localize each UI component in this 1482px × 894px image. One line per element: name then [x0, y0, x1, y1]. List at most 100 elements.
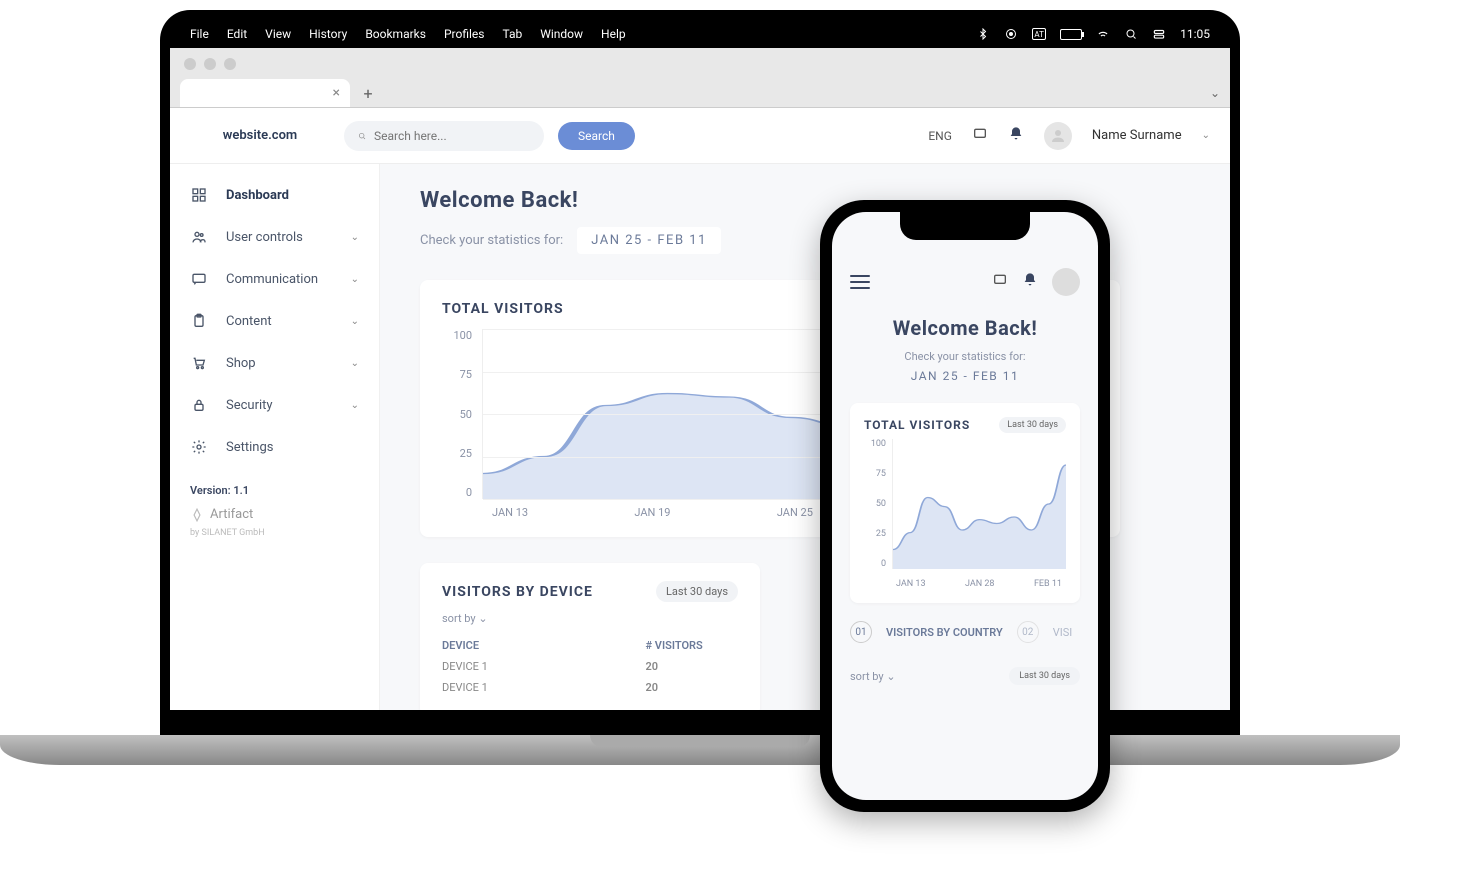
check-label: Check your statistics for:	[420, 233, 563, 248]
chevron-down-icon: ⌄	[478, 612, 487, 625]
tab-number[interactable]: 02	[1017, 621, 1039, 643]
sidebar-item-security[interactable]: Security ⌄	[170, 384, 379, 426]
sidebar-item-communication[interactable]: Communication ⌄	[170, 258, 379, 300]
ytick: 25	[864, 529, 886, 539]
browser-tab[interactable]: ×	[180, 79, 350, 107]
xtick: FEB 11	[1034, 579, 1062, 589]
search-icon	[358, 129, 366, 143]
sort-by[interactable]: sort by ⌄	[442, 612, 738, 625]
avatar[interactable]	[1044, 122, 1072, 150]
avatar[interactable]	[1052, 268, 1080, 296]
phone-notch	[900, 212, 1030, 240]
mac-menu-profiles[interactable]: Profiles	[444, 27, 485, 41]
sidebar-item-label: User controls	[226, 230, 303, 245]
period-pill[interactable]: Last 30 days	[999, 417, 1066, 433]
sidebar-item-user-controls[interactable]: User controls ⌄	[170, 216, 379, 258]
card-title: TOTAL VISITORS	[864, 418, 970, 432]
app-logo[interactable]: website.com	[190, 128, 330, 143]
xtick: JAN 28	[965, 579, 995, 589]
mac-menu-history[interactable]: History	[309, 27, 347, 41]
window-minimize-button[interactable]	[204, 58, 216, 70]
mac-menu-view[interactable]: View	[265, 27, 291, 41]
window-close-button[interactable]	[184, 58, 196, 70]
chevron-down-icon: ⌄	[351, 358, 359, 369]
ytick: 100	[442, 329, 472, 342]
sidebar-item-label: Communication	[226, 272, 318, 287]
table-row: DEVICE 1 20	[442, 656, 738, 677]
period-pill[interactable]: Last 30 days	[656, 581, 738, 602]
sidebar-item-dashboard[interactable]: Dashboard	[170, 174, 379, 216]
chat-icon[interactable]	[992, 272, 1008, 292]
ytick: 75	[864, 469, 886, 479]
sort-by[interactable]: sort by ⌄	[850, 670, 896, 683]
chevron-down-icon: ⌄	[351, 274, 359, 285]
card-title: TOTAL VISITORS	[442, 301, 564, 317]
at-icon[interactable]: AT	[1032, 28, 1046, 40]
chevron-down-icon: ⌄	[351, 316, 359, 327]
chevron-down-icon: ⌄	[351, 232, 359, 243]
date-range[interactable]: JAN 25 - FEB 11	[850, 369, 1080, 383]
chat-icon	[190, 270, 208, 288]
mac-menu-edit[interactable]: Edit	[227, 27, 247, 41]
xtick: JAN 13	[492, 506, 528, 519]
sidebar-item-content[interactable]: Content ⌄	[170, 300, 379, 342]
phone-visitors-card: TOTAL VISITORS Last 30 days 100 75 50 25…	[850, 403, 1080, 603]
chevron-down-icon: ⌄	[886, 670, 895, 683]
close-icon[interactable]: ×	[333, 85, 340, 101]
users-icon	[190, 228, 208, 246]
mac-menu-file[interactable]: File	[190, 27, 209, 41]
mac-menu-window[interactable]: Window	[540, 27, 583, 41]
bell-icon[interactable]	[1008, 126, 1024, 146]
sidebar-item-label: Security	[226, 398, 273, 413]
by-line: by SILANET GmbH	[190, 528, 359, 538]
sidebar-item-label: Shop	[226, 356, 256, 371]
date-range-pill[interactable]: JAN 25 - FEB 11	[577, 227, 721, 254]
control-center-icon[interactable]	[1152, 27, 1166, 41]
cart-icon	[190, 354, 208, 372]
tab-label[interactable]: VISI	[1053, 626, 1073, 639]
mac-menu-bar: File Edit View History Bookmarks Profile…	[170, 20, 1230, 48]
record-icon[interactable]	[1004, 27, 1018, 41]
app-topbar: website.com Search ENG	[170, 108, 1230, 164]
phone-frame: Welcome Back! Check your statistics for:…	[820, 200, 1110, 812]
sidebar-item-shop[interactable]: Shop ⌄	[170, 342, 379, 384]
mac-menu-help[interactable]: Help	[601, 27, 626, 41]
window-maximize-button[interactable]	[224, 58, 236, 70]
search-input[interactable]	[374, 129, 530, 143]
sidebar-item-label: Dashboard	[226, 188, 289, 203]
bluetooth-icon[interactable]	[976, 27, 990, 41]
sidebar-item-settings[interactable]: Settings	[170, 426, 379, 468]
search-field[interactable]	[344, 121, 544, 151]
phone-chart: 100 75 50 25 0 JAN 13 JAN 28 FEB 11	[864, 439, 1066, 589]
table-row: DEVICE 1 20	[442, 677, 738, 698]
tab-number[interactable]: 01	[850, 621, 872, 643]
mac-menu-bookmarks[interactable]: Bookmarks	[365, 27, 426, 41]
chevron-down-icon[interactable]: ⌄	[1202, 130, 1210, 141]
new-tab-button[interactable]: +	[358, 83, 378, 103]
gear-icon	[190, 438, 208, 456]
bell-icon[interactable]	[1022, 272, 1038, 292]
chevron-down-icon: ⌄	[351, 400, 359, 411]
mac-clock: 11:05	[1180, 27, 1210, 41]
period-pill[interactable]: Last 30 days	[1009, 667, 1080, 685]
column-header: DEVICE	[442, 639, 646, 652]
sidebar: Dashboard User controls ⌄ Communicatio	[170, 164, 380, 710]
version-label: Version: 1.1	[190, 484, 359, 497]
chevron-down-icon[interactable]: ⌄	[1210, 86, 1220, 100]
wifi-icon[interactable]	[1096, 27, 1110, 41]
menu-icon[interactable]	[850, 275, 870, 289]
sidebar-item-label: Content	[226, 314, 272, 329]
laptop-hinge	[590, 735, 810, 747]
username-label[interactable]: Name Surname	[1092, 128, 1182, 143]
search-button[interactable]: Search	[558, 122, 635, 150]
ytick: 50	[442, 408, 472, 421]
ytick: 0	[442, 486, 472, 499]
language-selector[interactable]: ENG	[928, 129, 952, 143]
tab-label[interactable]: VISITORS BY COUNTRY	[886, 626, 1003, 639]
area-chart-svg	[893, 439, 1066, 569]
search-icon[interactable]	[1124, 27, 1138, 41]
mac-menu-tab[interactable]: Tab	[502, 27, 522, 41]
battery-icon[interactable]	[1060, 29, 1082, 40]
chat-icon[interactable]	[972, 126, 988, 146]
browser-chrome: × + ⌄	[170, 48, 1230, 108]
